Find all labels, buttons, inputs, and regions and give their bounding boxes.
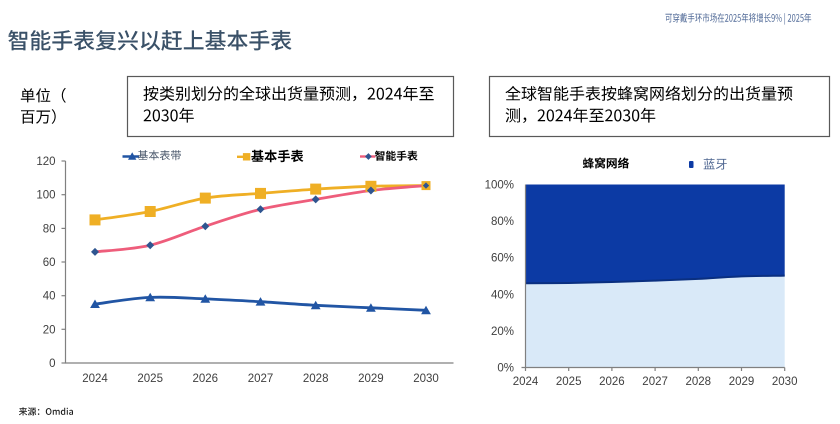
svg-text:2026: 2026	[599, 376, 625, 388]
svg-text:2029: 2029	[358, 373, 384, 385]
svg-text:60%: 60%	[491, 253, 514, 265]
svg-text:2028: 2028	[686, 376, 712, 388]
svg-text:80%: 80%	[491, 216, 514, 228]
svg-text:2025: 2025	[137, 373, 163, 385]
svg-text:40%: 40%	[491, 289, 514, 301]
svg-text:2027: 2027	[248, 373, 274, 385]
svg-text:2024: 2024	[82, 373, 108, 385]
svg-text:2026: 2026	[193, 373, 219, 385]
svg-text:2025: 2025	[556, 376, 582, 388]
svg-text:2027: 2027	[642, 376, 668, 388]
svg-text:80: 80	[43, 223, 56, 235]
svg-text:0%: 0%	[497, 363, 514, 375]
svg-text:2029: 2029	[729, 376, 755, 388]
svg-text:0: 0	[49, 358, 55, 370]
svg-text:100%: 100%	[485, 180, 514, 192]
svg-text:20%: 20%	[491, 326, 514, 338]
svg-text:2030: 2030	[772, 376, 798, 388]
svg-text:40: 40	[43, 291, 56, 303]
svg-text:2030: 2030	[413, 373, 439, 385]
svg-text:20: 20	[43, 324, 56, 336]
svg-text:2024: 2024	[513, 376, 539, 388]
svg-text:60: 60	[43, 257, 56, 269]
svg-text:120: 120	[36, 156, 55, 168]
svg-text:2028: 2028	[303, 373, 329, 385]
svg-text:100: 100	[36, 190, 55, 202]
